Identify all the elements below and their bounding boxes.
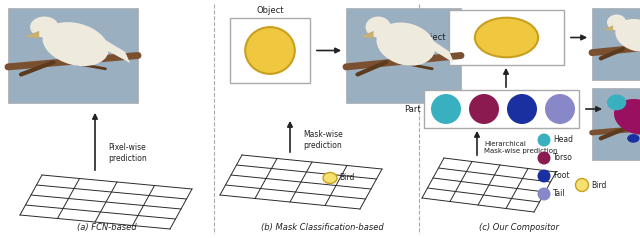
FancyBboxPatch shape	[424, 90, 579, 128]
Ellipse shape	[607, 15, 627, 30]
Ellipse shape	[575, 178, 589, 192]
Ellipse shape	[431, 94, 461, 124]
Text: Bird: Bird	[591, 180, 606, 189]
Ellipse shape	[475, 18, 538, 57]
Ellipse shape	[538, 188, 550, 200]
Ellipse shape	[42, 22, 109, 66]
Ellipse shape	[376, 22, 435, 66]
Polygon shape	[361, 31, 374, 38]
Text: Tail: Tail	[553, 189, 566, 198]
Ellipse shape	[538, 134, 550, 147]
Text: Mask-wise
prediction: Mask-wise prediction	[303, 130, 343, 150]
Ellipse shape	[614, 99, 640, 135]
Ellipse shape	[245, 27, 295, 74]
FancyBboxPatch shape	[592, 88, 640, 160]
Ellipse shape	[607, 94, 627, 110]
Ellipse shape	[469, 94, 499, 124]
Ellipse shape	[545, 94, 575, 124]
Text: Pixel-wise
prediction: Pixel-wise prediction	[108, 143, 147, 163]
Text: Torso: Torso	[553, 154, 573, 163]
Ellipse shape	[538, 152, 550, 164]
Ellipse shape	[323, 173, 337, 183]
Polygon shape	[604, 25, 613, 31]
Text: (c) Our Compositor: (c) Our Compositor	[479, 223, 559, 232]
Text: Object: Object	[256, 6, 284, 15]
Text: (a) FCN-based: (a) FCN-based	[77, 223, 137, 232]
Ellipse shape	[507, 94, 537, 124]
Polygon shape	[104, 39, 130, 63]
Text: Head: Head	[553, 135, 573, 144]
Text: Part: Part	[404, 104, 421, 114]
FancyBboxPatch shape	[346, 8, 461, 103]
FancyBboxPatch shape	[592, 8, 640, 80]
FancyBboxPatch shape	[8, 8, 138, 103]
Ellipse shape	[615, 19, 640, 52]
FancyBboxPatch shape	[230, 18, 310, 83]
Ellipse shape	[365, 17, 391, 37]
Ellipse shape	[30, 17, 59, 37]
Text: (b) Mask Classification-based: (b) Mask Classification-based	[260, 223, 383, 232]
FancyBboxPatch shape	[449, 10, 564, 65]
Polygon shape	[431, 39, 454, 63]
Text: Hierarchical
Mask-wise prediction: Hierarchical Mask-wise prediction	[484, 142, 557, 154]
Text: Foot: Foot	[553, 172, 570, 180]
Text: Bird: Bird	[339, 174, 355, 183]
Polygon shape	[25, 31, 39, 38]
Ellipse shape	[627, 134, 639, 143]
Text: Object: Object	[419, 33, 446, 42]
Ellipse shape	[538, 169, 550, 183]
